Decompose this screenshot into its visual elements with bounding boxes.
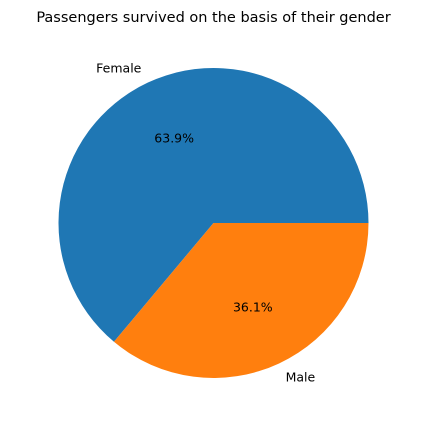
percent-label-male: 36.1% — [233, 299, 273, 314]
percent-label-female: 63.9% — [154, 131, 194, 146]
chart-title: Passengers survived on the basis of thei… — [36, 10, 390, 26]
slice-label-male: Male — [286, 370, 316, 385]
pie-slices — [58, 68, 368, 378]
slice-label-female: Female — [96, 60, 142, 75]
